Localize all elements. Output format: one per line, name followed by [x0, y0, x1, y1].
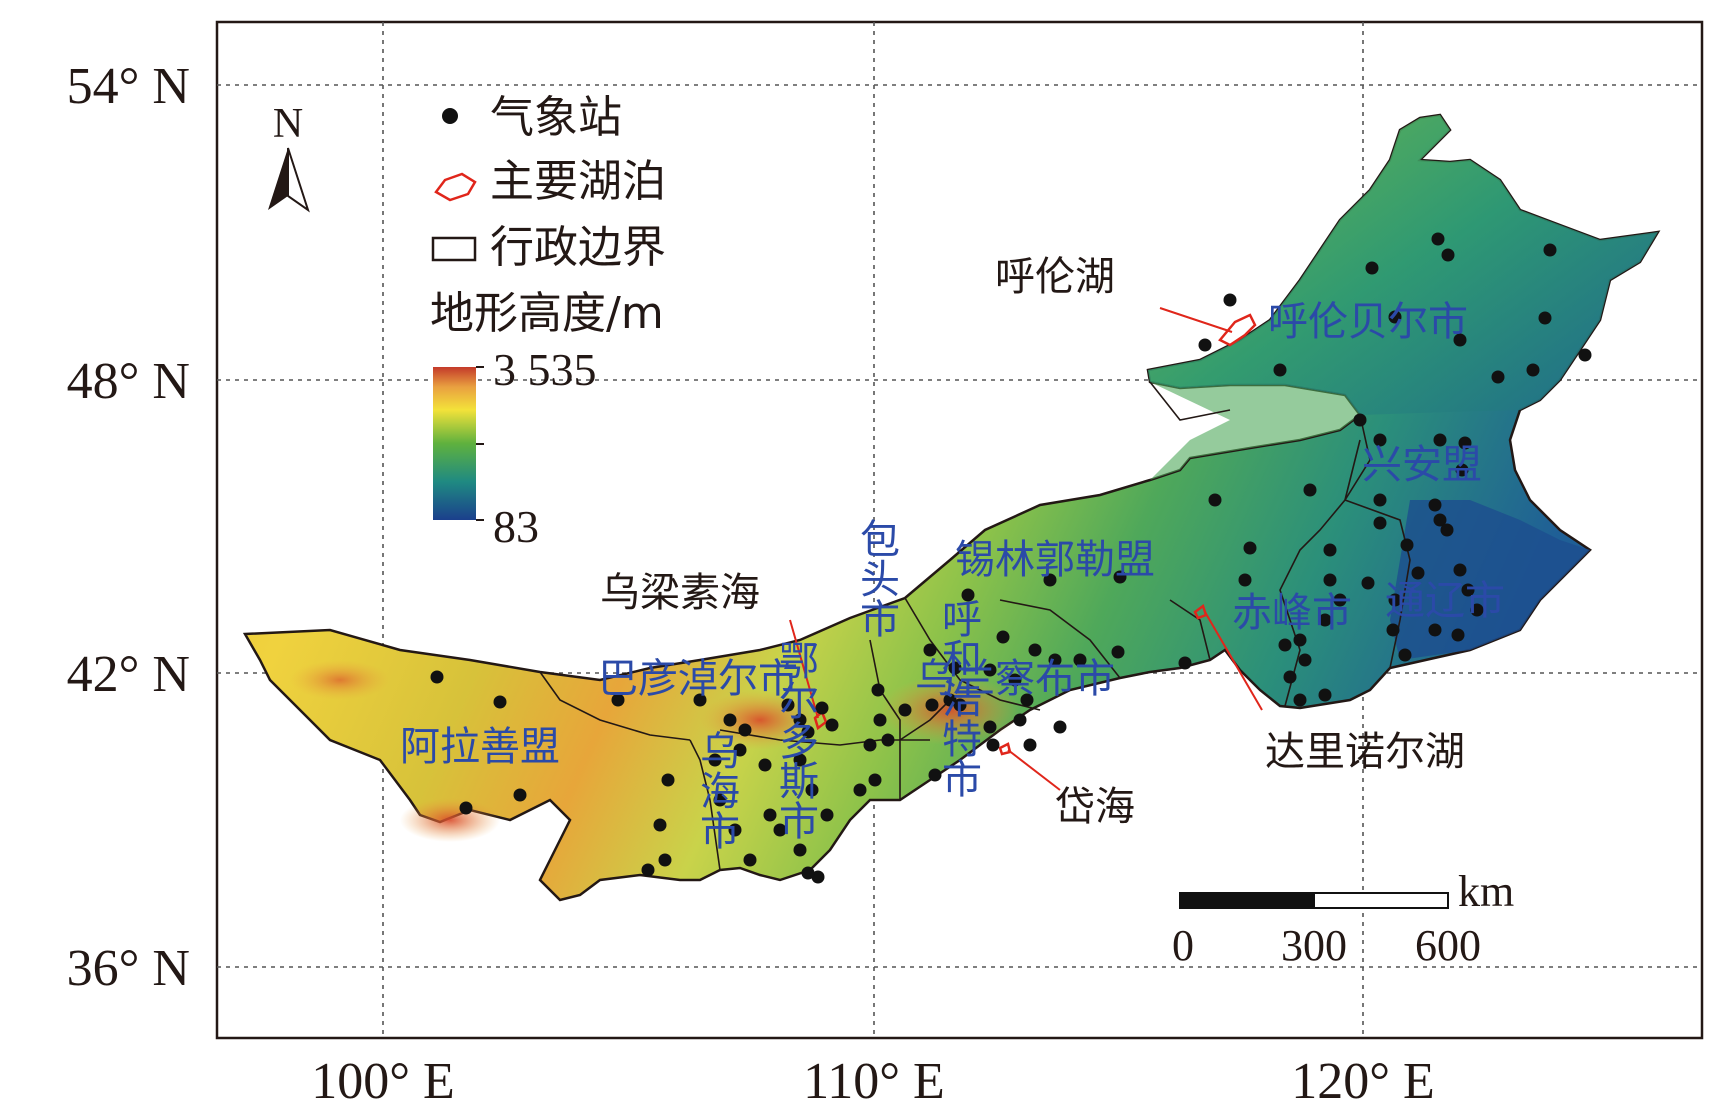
lon-label-120: 120° E [1291, 1053, 1435, 1107]
label-tongliao: 通辽市 [1385, 578, 1505, 624]
lon-label-100: 100° E [311, 1053, 455, 1107]
lat-label-54: 54° N [67, 58, 190, 115]
label-ordos: 鄂尔多斯市 [772, 640, 818, 840]
region-labels: 呼伦贝尔市 兴安盟 通辽市 赤峰市 锡林郭勒盟 乌兰察布市 巴彦淖尔市 阿拉善盟… [400, 299, 1505, 850]
admin-boundaries [539, 381, 1411, 871]
lat-label-42: 42° N [67, 646, 190, 703]
label-hinggan: 兴安盟 [1362, 442, 1482, 488]
lake-labels: 呼伦湖 乌梁素海 达里诺尔湖 岱海 [600, 254, 1465, 830]
label-xilingol: 锡林郭勒盟 [955, 537, 1155, 583]
lat-label-36: 36° N [67, 940, 190, 997]
label-wuhai: 乌海市 [693, 730, 739, 850]
elevation-max-label: 3 535 [493, 344, 597, 395]
label-baotou: 包头市 [853, 518, 899, 638]
leader-lines [789, 307, 1263, 791]
label-hulun-lake: 呼伦湖 [995, 254, 1115, 300]
station-marker-icon [442, 108, 458, 124]
boundary-legend-icon [431, 236, 477, 262]
legend-elevation-title: 地形高度/m [430, 288, 664, 339]
legend: 气象站 主要湖泊 行政边界 地形高度/m 3 535 83 [430, 92, 666, 552]
lat-label-48: 48° N [67, 353, 190, 410]
scale-tick-0: 0 [1172, 921, 1194, 970]
label-alxa: 阿拉善盟 [400, 724, 560, 770]
elevation-min-label: 83 [493, 501, 539, 552]
label-bayannur: 巴彦淖尔市 [598, 656, 798, 702]
elevation-colorbar [433, 367, 476, 520]
north-arrow-icon: N [268, 101, 310, 213]
lon-label-110: 110° E [803, 1053, 945, 1107]
scale-tick-300: 300 [1281, 921, 1347, 970]
scale-tick-600: 600 [1415, 921, 1481, 970]
north-arrow-label: N [273, 101, 303, 147]
label-hohhot: 呼和浩特市 [935, 598, 981, 798]
scale-unit: km [1458, 867, 1514, 916]
label-ulansuhai-lake: 乌梁素海 [600, 570, 760, 616]
label-daihai-lake: 岱海 [1055, 784, 1135, 830]
label-ulanqab: 乌兰察布市 [915, 656, 1115, 702]
label-dali-lake: 达里诺尔湖 [1265, 729, 1465, 775]
legend-station-label: 气象站 [490, 92, 622, 143]
weather-stations [430, 232, 1592, 884]
legend-lake-label: 主要湖泊 [490, 156, 666, 207]
label-chifeng: 赤峰市 [1232, 590, 1352, 636]
label-hulunbuir: 呼伦贝尔市 [1268, 299, 1468, 345]
legend-boundary-label: 行政边界 [490, 222, 666, 273]
lake-legend-icon [434, 172, 477, 202]
scale-bar: km 0 300 600 [1172, 867, 1514, 970]
lake-hulun-outline [1218, 313, 1257, 347]
